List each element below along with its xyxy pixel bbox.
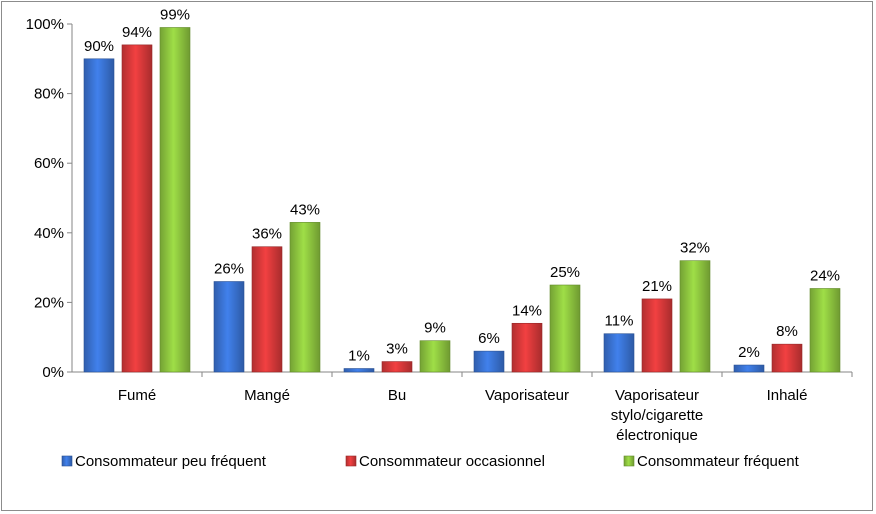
legend-label: Consommateur peu fréquent: [75, 453, 267, 470]
data-label: 99%: [160, 6, 190, 23]
data-label: 26%: [214, 261, 244, 278]
y-tick-label: 100%: [26, 16, 64, 33]
bar: [159, 27, 191, 373]
bar: [473, 350, 505, 373]
bar: [343, 368, 375, 373]
bar: [419, 340, 451, 373]
data-label: 43%: [290, 201, 320, 218]
chart-data-labels: 90% 94% 99% 26% 36% 43% 1% 3% 9% 6% 14% 25% 11% 21% 32…: [84, 6, 840, 364]
data-label: 14%: [512, 302, 542, 319]
y-tick-label: 20%: [34, 294, 64, 311]
chart-bars: [83, 27, 841, 373]
legend-label: Consommateur fréquent: [637, 453, 800, 470]
x-category-label: Vaporisateur: [485, 387, 569, 404]
data-label: 2%: [738, 344, 760, 361]
data-label: 3%: [386, 341, 408, 358]
bar: [733, 364, 765, 373]
y-tick-label: 60%: [34, 155, 64, 172]
bar: [381, 361, 413, 373]
data-label: 36%: [252, 226, 282, 243]
bar: [641, 298, 673, 373]
data-label: 21%: [642, 278, 672, 295]
y-tick-label: 0%: [42, 364, 64, 381]
data-label: 90%: [84, 38, 114, 55]
x-category-label: électronique: [616, 427, 698, 444]
data-label: 6%: [478, 330, 500, 347]
legend-swatch: [61, 455, 73, 467]
data-label: 25%: [550, 264, 580, 281]
y-tick-label: 80%: [34, 86, 64, 103]
legend-label: Consommateur occasionnel: [359, 453, 545, 470]
data-label: 8%: [776, 323, 798, 340]
bar: [603, 333, 635, 373]
bar: [289, 222, 321, 373]
bar: [213, 281, 245, 373]
x-category-label: Fumé: [118, 387, 156, 404]
bar: [549, 284, 581, 373]
x-category-label: Mangé: [244, 387, 290, 404]
bar: [679, 260, 711, 373]
bar: [121, 44, 153, 373]
bar: [251, 246, 283, 373]
chart-axes: 0% 20% 40% 60% 80% 100% Fumé Mangé Bu Vaporisateu…: [26, 16, 853, 444]
data-label: 94%: [122, 24, 152, 41]
chart-legend: Consommateur peu fréquent Consommateur oc…: [61, 453, 800, 470]
x-category-label: stylo/cigarette: [611, 407, 704, 424]
bar: [83, 58, 115, 373]
bar: [771, 343, 803, 373]
x-category-label: Bu: [388, 387, 406, 404]
y-tick-label: 40%: [34, 225, 64, 242]
legend-swatch: [623, 455, 635, 467]
x-category-label: Vaporisateur: [615, 387, 699, 404]
data-label: 9%: [424, 320, 446, 337]
data-label: 1%: [348, 348, 370, 365]
legend-swatch: [345, 455, 357, 467]
x-category-label: Inhalé: [767, 387, 808, 404]
data-label: 24%: [810, 267, 840, 284]
data-label: 11%: [605, 313, 634, 330]
bar: [809, 288, 841, 373]
bar: [511, 322, 543, 373]
data-label: 32%: [680, 240, 710, 257]
